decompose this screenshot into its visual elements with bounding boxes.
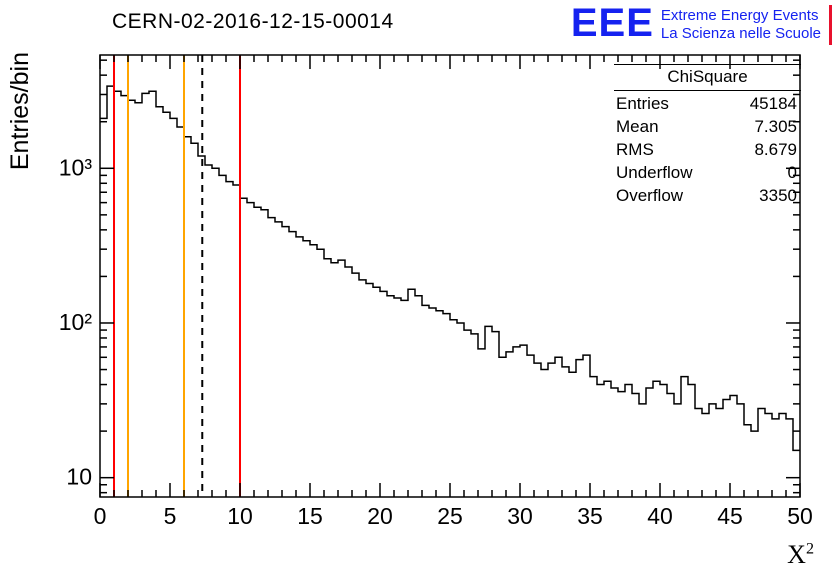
stats-row: Underflow 0	[614, 160, 801, 183]
x-tick-label: 25	[437, 503, 463, 529]
eee-logo-line1: Extreme Energy Events	[660, 7, 819, 24]
stats-row: RMS 8.679	[614, 137, 801, 160]
stats-row: Overflow 3350	[614, 183, 801, 206]
y-tick-label: 10²	[59, 309, 93, 335]
x-tick-label: 45	[717, 503, 743, 529]
stats-box: ChiSquare Entries 45184 Mean 7.305 RMS 8…	[614, 64, 801, 206]
x-tick-label: 0	[94, 503, 107, 529]
y-tick-label: 10³	[59, 154, 93, 180]
eee-logo-line2: La Scienza nelle Scuole	[660, 25, 821, 42]
eee-logo-red-bar	[829, 5, 832, 45]
x-tick-label: 10	[227, 503, 253, 529]
x-axis-label: X2	[787, 540, 814, 570]
x-axis-label-base: X	[787, 540, 806, 569]
stats-title: ChiSquare	[614, 65, 801, 91]
x-tick-label: 30	[507, 503, 533, 529]
x-tick-label: 20	[367, 503, 393, 529]
eee-logo-acronym: EEE	[570, 1, 654, 45]
x-tick-label: 40	[647, 503, 673, 529]
x-tick-label: 50	[787, 503, 813, 529]
stats-value: 8.679	[754, 140, 797, 159]
stats-label: Entries	[616, 94, 669, 113]
x-tick-label: 15	[297, 503, 323, 529]
stats-row: Mean 7.305	[614, 114, 801, 137]
stats-value: 7.305	[754, 117, 797, 136]
histogram-line	[100, 85, 800, 452]
y-axis-label: Entries/bin	[6, 52, 34, 171]
y-tick-label: 10	[66, 464, 92, 490]
stats-row: Entries 45184	[614, 91, 801, 114]
eee-logo: EEE Extreme Energy Events La Scienza nel…	[570, 1, 832, 45]
eee-logo-text: Extreme Energy Events La Scienza nelle S…	[661, 7, 821, 43]
stats-value: 0	[787, 163, 797, 182]
stats-label: RMS	[616, 140, 654, 159]
x-axis-label-exponent: 2	[805, 540, 814, 558]
x-tick-label: 35	[577, 503, 603, 529]
plot-title: CERN-02-2016-12-15-00014	[112, 10, 394, 33]
stats-label: Underflow	[616, 163, 693, 182]
stats-label: Mean	[616, 117, 659, 136]
stats-value: 3350	[759, 186, 797, 205]
stats-value: 45184	[749, 94, 797, 113]
x-tick-label: 5	[164, 503, 177, 529]
stats-label: Overflow	[616, 186, 684, 205]
